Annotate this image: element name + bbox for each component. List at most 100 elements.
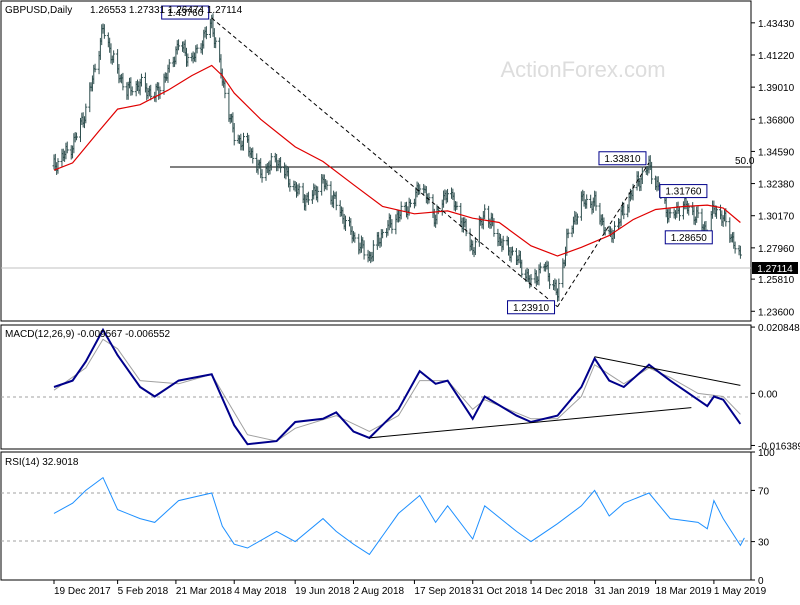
- svg-text:1.28650: 1.28650: [671, 233, 708, 244]
- rsi-panel: [0, 451, 752, 581]
- price-bar: [84, 103, 88, 124]
- price-bar: [483, 204, 487, 220]
- price-bar: [75, 132, 79, 141]
- x-tick-label: 5 Feb 2018: [118, 586, 169, 597]
- price-bar: [677, 206, 681, 221]
- price-bar: [538, 262, 542, 274]
- price-bar: [297, 183, 301, 195]
- rsi-line: [53, 476, 745, 556]
- price-y-tick-label: 1.23600: [758, 307, 795, 318]
- moving-average-line: [53, 64, 741, 257]
- x-tick-label: 1 May 2019: [714, 586, 767, 597]
- price-bar: [585, 194, 589, 209]
- price-bar: [501, 235, 505, 251]
- x-tick-label: 19 Dec 2017: [54, 586, 111, 597]
- price-bar: [232, 122, 236, 146]
- macd-y-tick-label: 0.00: [758, 389, 778, 400]
- price-bar: [223, 79, 227, 99]
- price-bar: [334, 191, 338, 211]
- axes: 1.43430 1.41220 1.39010 1.36800 1.34590 1.323…: [53, 19, 800, 597]
- price-bar: [121, 72, 125, 91]
- price-trendline-1: [211, 17, 558, 308]
- x-tick-label: 18 Mar 2019: [656, 586, 713, 597]
- macd-y-tick-label: -0.016389: [758, 441, 800, 452]
- price-annotation: 1.43760: [161, 5, 210, 20]
- price-bar: [715, 205, 719, 219]
- price-y-tick-label: 1.27960: [758, 244, 795, 255]
- price-bar: [594, 191, 598, 211]
- price-bar: [362, 240, 366, 260]
- price-y-tick-label: 1.30170: [758, 212, 795, 223]
- price-bar: [56, 158, 60, 174]
- rsi-y-tick-label: 70: [758, 486, 770, 497]
- price-bar: [279, 157, 283, 173]
- price-bar: [738, 245, 742, 259]
- price-y-tick-label: 1.32380: [758, 180, 795, 191]
- rsi-title: RSI(14) 32.9018: [5, 457, 79, 468]
- price-bar: [455, 201, 459, 210]
- price-panel: [0, 0, 752, 322]
- price-trendline-2: [557, 162, 650, 308]
- price-plot: 1.43760 1.33810 1.31760 1.28650 1.23910 1.271…: [52, 5, 798, 315]
- price-bar: [149, 84, 153, 101]
- price-bar: [548, 273, 552, 289]
- x-tick-label: 31 Oct 2018: [473, 586, 528, 597]
- x-tick-label: 4 May 2018: [234, 586, 287, 597]
- chart-header-ohlc: 1.26553 1.27331 1.26474 1.27114: [90, 5, 243, 16]
- price-bar: [288, 178, 292, 192]
- price-bar: [102, 24, 106, 39]
- rsi-plot: [53, 476, 745, 556]
- price-bar: [260, 169, 264, 183]
- price-bar: [575, 213, 579, 225]
- price-bar: [371, 240, 375, 262]
- price-bar: [473, 236, 477, 256]
- price-annotation: 1.31760: [659, 184, 708, 199]
- price-bar: [177, 39, 181, 51]
- price-bar: [622, 202, 626, 220]
- svg-text:1.27114: 1.27114: [757, 264, 793, 275]
- price-bar: [390, 219, 394, 234]
- macd-y-tick-label: 0.020848: [758, 323, 800, 334]
- price-bar: [186, 53, 190, 67]
- price-bar: [557, 278, 561, 302]
- svg-text:1.33810: 1.33810: [604, 154, 641, 165]
- price-bar: [325, 180, 329, 191]
- svg-text:1.23910: 1.23910: [513, 303, 550, 314]
- price-y-tick-label: 1.39010: [758, 83, 795, 94]
- macd-trendline-2: [594, 356, 741, 386]
- price-y-tick-label: 1.41220: [758, 51, 795, 62]
- price-bar: [112, 50, 116, 63]
- rsi-y-tick-label: 100: [758, 448, 775, 459]
- x-tick-label: 14 Dec 2018: [531, 586, 588, 597]
- current-price-label: 1.27114: [752, 262, 798, 275]
- price-bar: [130, 86, 134, 96]
- price-annotation: 1.23910: [507, 300, 556, 315]
- chart-header-symbol: GBPUSD,Daily: [5, 5, 72, 16]
- rsi-y-tick-label: 0: [758, 576, 764, 587]
- price-bar: [668, 207, 672, 218]
- x-tick-label: 31 Jan 2019: [595, 586, 650, 597]
- macd-trendline-1: [369, 407, 692, 439]
- price-bar: [344, 215, 348, 231]
- price-bar: [93, 63, 97, 73]
- price-bar: [139, 73, 143, 87]
- price-bar: [241, 132, 245, 151]
- price-bar: [566, 228, 570, 239]
- price-annotation: 1.28650: [664, 230, 713, 245]
- macd-line: [53, 327, 742, 446]
- price-bar: [353, 232, 357, 243]
- price-y-tick-label: 1.25810: [758, 275, 795, 286]
- fib-50-level-label: 50.0: [735, 156, 755, 167]
- price-bar: [306, 191, 310, 205]
- macd-plot: [53, 327, 742, 446]
- svg-text:1.43760: 1.43760: [167, 8, 204, 19]
- price-bar: [733, 241, 737, 254]
- x-tick-label: 19 Jun 2018: [295, 586, 350, 597]
- price-bar: [408, 199, 412, 208]
- price-bar: [167, 59, 171, 73]
- price-bar: [65, 141, 69, 154]
- rsi-y-tick-label: 30: [758, 538, 770, 549]
- price-bar: [650, 161, 654, 185]
- svg-text:1.31760: 1.31760: [665, 187, 702, 198]
